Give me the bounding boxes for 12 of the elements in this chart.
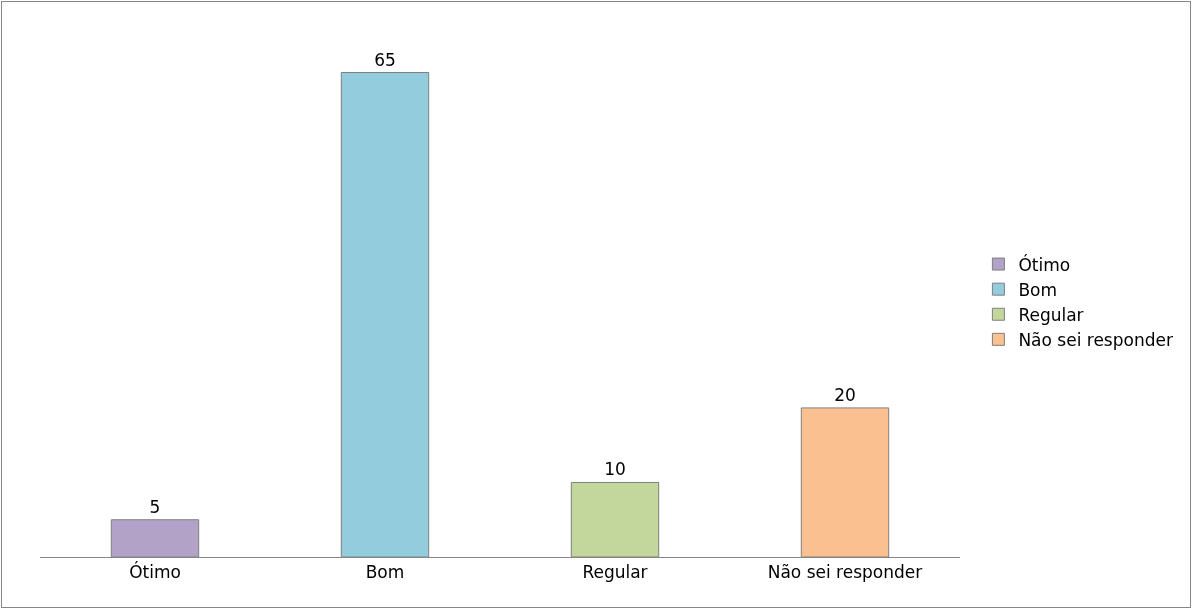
x-tick-label: Regular [582,562,648,583]
x-tick-label: Bom [365,562,405,583]
data-label: 5 [149,496,161,517]
legend-label: Regular [1018,304,1084,325]
x-tick-label: Ótimo [129,561,181,583]
data-label: 20 [834,384,856,405]
legend-label: Ótimo [1018,253,1071,275]
x-tick-label: Não sei responder [767,562,923,583]
legend-label: Bom [1018,279,1058,300]
legend-label: Não sei responder [1018,329,1173,350]
data-label: 10 [604,459,626,480]
data-label: 65 [374,49,396,70]
